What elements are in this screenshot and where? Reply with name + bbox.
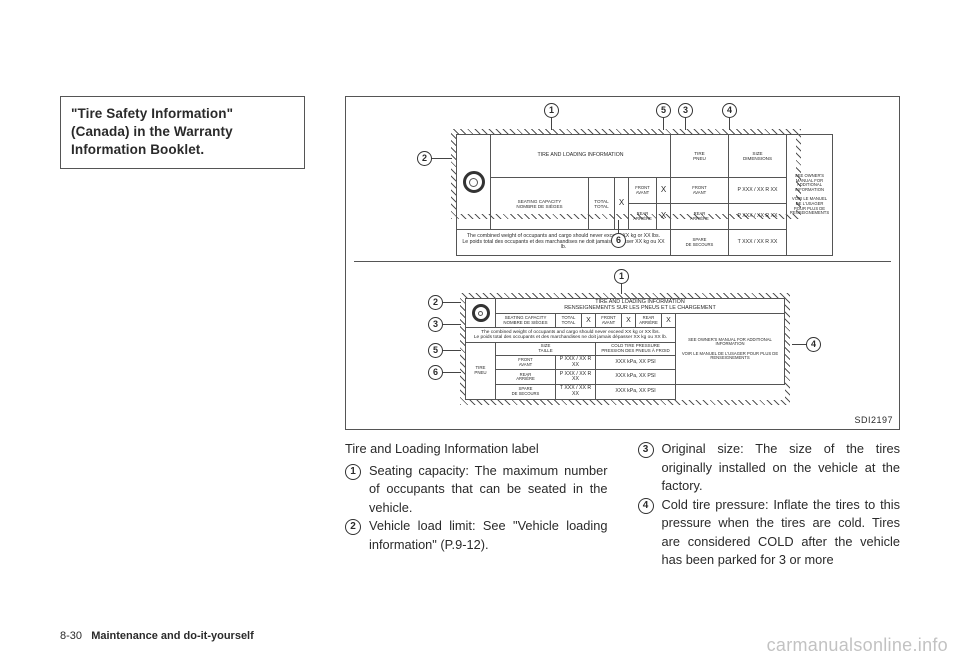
callout-2: 2	[417, 151, 432, 166]
callout-3b: 3	[428, 317, 443, 332]
callout-6b: 6	[428, 365, 443, 380]
safety-callout: "Tire Safety Information" (Canada) in th…	[60, 96, 305, 169]
lede: Tire and Loading Information label	[345, 440, 608, 459]
item-num: 2	[345, 519, 361, 535]
list-item: 1 Seating capacity: The maximum number o…	[345, 462, 608, 518]
tire-icon	[463, 171, 485, 193]
body-text: Tire and Loading Information label 1 Sea…	[345, 440, 900, 570]
bottom-label-area: 1 2 3 5 6 4	[346, 265, 899, 425]
callout-4b: 4	[806, 337, 821, 352]
item-num: 3	[638, 442, 654, 458]
list-item: 4 Cold tire pressure: Inflate the tires …	[638, 496, 901, 570]
figure-divider	[354, 261, 891, 262]
callout-3: 3	[678, 103, 693, 118]
top-placard: TIRE AND LOADING INFORMATION TIRE PNEU S…	[451, 129, 801, 219]
item-num: 4	[638, 498, 654, 514]
page-number: 8-30	[60, 630, 82, 642]
tire-icon	[472, 304, 490, 322]
item-text: Vehicle load limit: See "Vehicle loading…	[369, 517, 608, 554]
bottom-placard-table: TIRE AND LOADING INFORMATIONRENSEIGNEMEN…	[465, 298, 785, 400]
figure-frame: 1 5 3 4 2 6	[345, 96, 900, 430]
callout-2b: 2	[428, 295, 443, 310]
top-placard-table: TIRE AND LOADING INFORMATION TIRE PNEU S…	[456, 134, 833, 256]
item-num: 1	[345, 464, 361, 480]
figure-id: SDI2197	[854, 415, 893, 425]
page-footer: 8-30 Maintenance and do-it-yourself	[60, 630, 254, 642]
callout-text: "Tire Safety Information" (Canada) in th…	[71, 106, 233, 157]
callout-1: 1	[544, 103, 559, 118]
item-text: Cold tire pressure: Inflate the tires to…	[662, 496, 901, 570]
callout-5b: 5	[428, 343, 443, 358]
bottom-placard: TIRE AND LOADING INFORMATIONRENSEIGNEMEN…	[460, 293, 790, 405]
watermark: carmanualsonline.info	[767, 635, 948, 656]
body-col-2: 3 Original size: The size of the tires o…	[638, 440, 901, 570]
callout-4: 4	[722, 103, 737, 118]
callout-1b: 1	[614, 269, 629, 284]
top-label-area: 1 5 3 4 2 6	[346, 97, 899, 261]
figure-column: 1 5 3 4 2 6	[345, 96, 900, 430]
item-text: Seating capacity: The maximum number of …	[369, 462, 608, 518]
section-title: Maintenance and do-it-yourself	[91, 630, 254, 642]
list-item: 2 Vehicle load limit: See "Vehicle loadi…	[345, 517, 608, 554]
item-text: Original size: The size of the tires ori…	[662, 440, 901, 496]
list-item: 3 Original size: The size of the tires o…	[638, 440, 901, 496]
callout-6: 6	[611, 233, 626, 248]
manual-page: "Tire Safety Information" (Canada) in th…	[60, 96, 900, 606]
callout-5: 5	[656, 103, 671, 118]
body-col-1: Tire and Loading Information label 1 Sea…	[345, 440, 608, 570]
